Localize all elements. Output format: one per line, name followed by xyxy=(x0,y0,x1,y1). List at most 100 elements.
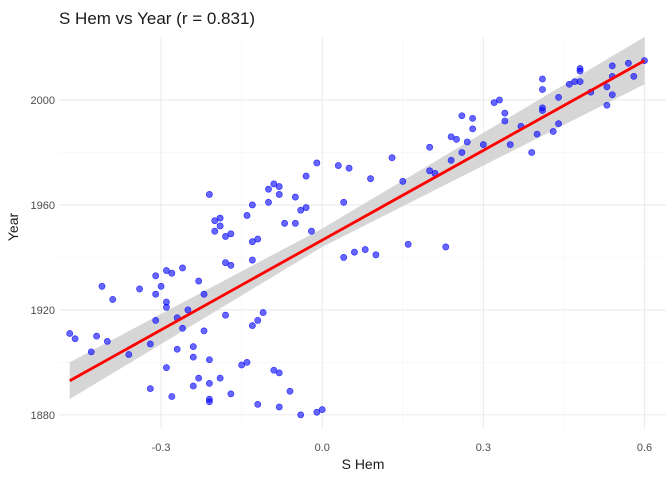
data-point xyxy=(163,303,170,311)
data-point xyxy=(103,338,111,345)
data-point xyxy=(125,351,133,358)
data-point xyxy=(254,235,262,243)
confidence-band-area xyxy=(69,37,645,400)
data-point xyxy=(152,290,160,298)
y-tick-label: 2000 xyxy=(31,95,55,107)
data-point xyxy=(200,327,208,335)
data-point xyxy=(254,317,262,324)
data-point xyxy=(340,254,348,261)
data-point xyxy=(447,156,455,164)
data-point xyxy=(206,191,213,198)
data-point xyxy=(565,80,573,88)
data-point xyxy=(206,356,213,364)
data-point xyxy=(490,99,498,107)
data-point xyxy=(227,261,235,269)
x-tick-label: 0.6 xyxy=(637,442,652,454)
data-point xyxy=(302,204,310,211)
data-point xyxy=(243,212,251,219)
data-point xyxy=(318,406,326,414)
data-point xyxy=(206,379,213,387)
data-point xyxy=(496,96,503,104)
data-point xyxy=(93,332,101,340)
data-point xyxy=(367,175,374,183)
confidence-band xyxy=(69,37,645,400)
data-point xyxy=(458,149,466,156)
data-point xyxy=(426,167,434,175)
data-point xyxy=(340,198,348,206)
data-point xyxy=(265,198,272,206)
data-point xyxy=(297,411,305,419)
data-point xyxy=(71,335,79,343)
y-axis-title: Year xyxy=(5,213,21,242)
data-point xyxy=(555,93,562,101)
data-point xyxy=(195,277,203,285)
data-point xyxy=(216,222,224,230)
data-point xyxy=(189,343,197,351)
data-point xyxy=(291,219,299,227)
data-point xyxy=(146,340,154,348)
y-tick-label: 1880 xyxy=(31,410,55,422)
y-tick-label: 1920 xyxy=(31,305,55,317)
data-point xyxy=(275,191,283,198)
data-point xyxy=(227,230,235,238)
data-point xyxy=(66,330,74,337)
data-point xyxy=(286,387,294,395)
data-point xyxy=(243,358,251,366)
data-point xyxy=(270,180,278,188)
data-point xyxy=(608,91,616,99)
x-axis-ticks: -0.3 0.0 0.3 0.6 xyxy=(152,442,653,454)
data-point xyxy=(195,374,203,382)
data-point xyxy=(248,322,256,330)
data-point xyxy=(265,185,272,193)
data-point xyxy=(87,348,95,356)
data-point xyxy=(447,133,455,141)
data-point xyxy=(555,120,562,127)
data-point xyxy=(136,285,143,293)
data-point xyxy=(254,400,262,408)
data-point xyxy=(576,67,584,75)
data-point xyxy=(313,159,321,167)
trend-line-group xyxy=(69,59,646,382)
data-point xyxy=(549,128,557,135)
data-point xyxy=(157,282,165,290)
chart-title: S Hem vs Year (r = 0.831) xyxy=(59,9,255,28)
data-point xyxy=(275,403,283,411)
data-point xyxy=(302,172,310,180)
data-point xyxy=(98,282,106,290)
data-point xyxy=(275,183,283,190)
data-point xyxy=(163,364,170,372)
data-point xyxy=(453,135,460,143)
data-point xyxy=(539,86,546,93)
data-point xyxy=(270,366,278,374)
data-point xyxy=(345,164,353,172)
data-point xyxy=(603,83,611,91)
data-point xyxy=(152,317,160,324)
data-point xyxy=(189,382,197,390)
data-point xyxy=(238,361,246,369)
data-point xyxy=(308,227,315,235)
data-points xyxy=(66,57,648,419)
data-point xyxy=(189,353,197,361)
data-point xyxy=(630,72,638,80)
data-point xyxy=(200,290,208,298)
data-point xyxy=(216,214,224,222)
data-point xyxy=(222,311,229,319)
data-point xyxy=(603,101,611,109)
data-point xyxy=(259,309,267,316)
data-point xyxy=(624,59,632,67)
data-point xyxy=(576,78,584,86)
data-point xyxy=(501,109,509,117)
data-point xyxy=(168,269,176,277)
x-tick-label: -0.3 xyxy=(152,442,171,454)
data-point xyxy=(227,390,235,398)
data-point xyxy=(173,345,181,353)
data-point xyxy=(291,193,299,201)
y-tick-label: 1960 xyxy=(31,200,55,212)
data-point xyxy=(404,240,412,248)
data-point xyxy=(539,75,546,83)
data-point xyxy=(533,130,541,138)
data-point xyxy=(528,149,536,156)
data-point xyxy=(501,117,509,125)
data-point xyxy=(211,217,219,225)
